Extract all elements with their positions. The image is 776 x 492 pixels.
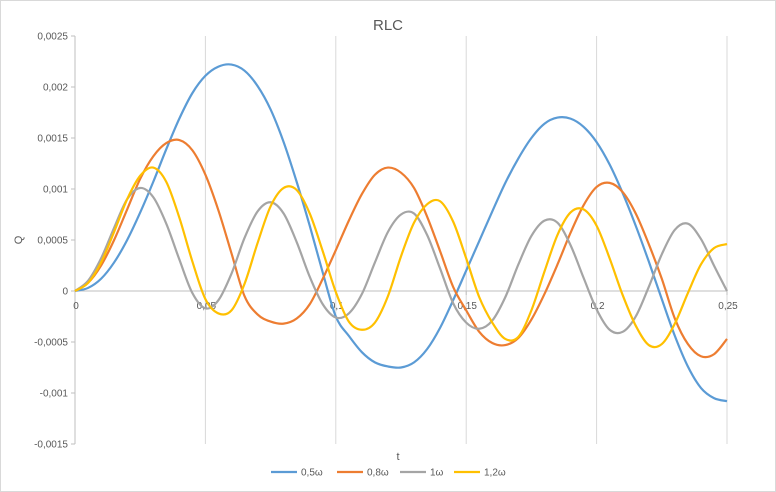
y-tick-label: 0,0005 bbox=[37, 236, 68, 247]
x-tick-label: 0,1 bbox=[330, 301, 344, 312]
legend-label: 0,8ω bbox=[367, 468, 389, 479]
legend-label: 1ω bbox=[430, 468, 444, 479]
y-axis-ticks: 0,0025 0,002 0,0015 0,001 0,0005 0 -0,0005 -0,0… bbox=[34, 32, 75, 451]
legend: 0,5ω 0,8ω 1ω 1,2ω bbox=[271, 468, 506, 479]
y-tick-label: -0,001 bbox=[40, 389, 69, 400]
y-tick-label: 0,002 bbox=[43, 83, 68, 94]
y-axis-label: Q bbox=[13, 235, 25, 244]
series-line-0,5ω bbox=[74, 63, 728, 403]
x-axis-label: t bbox=[396, 451, 399, 463]
legend-label: 1,2ω bbox=[484, 468, 506, 479]
x-tick-label: 0,05 bbox=[197, 301, 217, 312]
series-line-1ω bbox=[74, 186, 728, 335]
gridlines bbox=[204, 36, 728, 444]
y-tick-label: -0,0015 bbox=[34, 440, 68, 451]
legend-label: 0,5ω bbox=[301, 468, 323, 479]
x-axis-ticks: 0 0,05 0,1 0,15 0,2 0,25 bbox=[73, 291, 738, 312]
y-tick-label: 0,0025 bbox=[37, 32, 68, 43]
y-tick-label: -0,0005 bbox=[34, 338, 68, 349]
y-tick-label: 0,001 bbox=[43, 185, 68, 196]
series-line-0,8ω bbox=[74, 138, 728, 359]
chart-title: RLC bbox=[373, 17, 403, 34]
y-tick-label: 0,0015 bbox=[37, 134, 68, 145]
x-tick-label: 0 bbox=[73, 301, 79, 312]
x-tick-label: 0,2 bbox=[591, 301, 605, 312]
series-line-1,2ω bbox=[74, 166, 728, 349]
y-tick-label: 0 bbox=[62, 287, 68, 298]
x-tick-label: 0,25 bbox=[718, 301, 738, 312]
series-lines bbox=[74, 63, 728, 403]
x-tick-label: 0,15 bbox=[457, 301, 477, 312]
